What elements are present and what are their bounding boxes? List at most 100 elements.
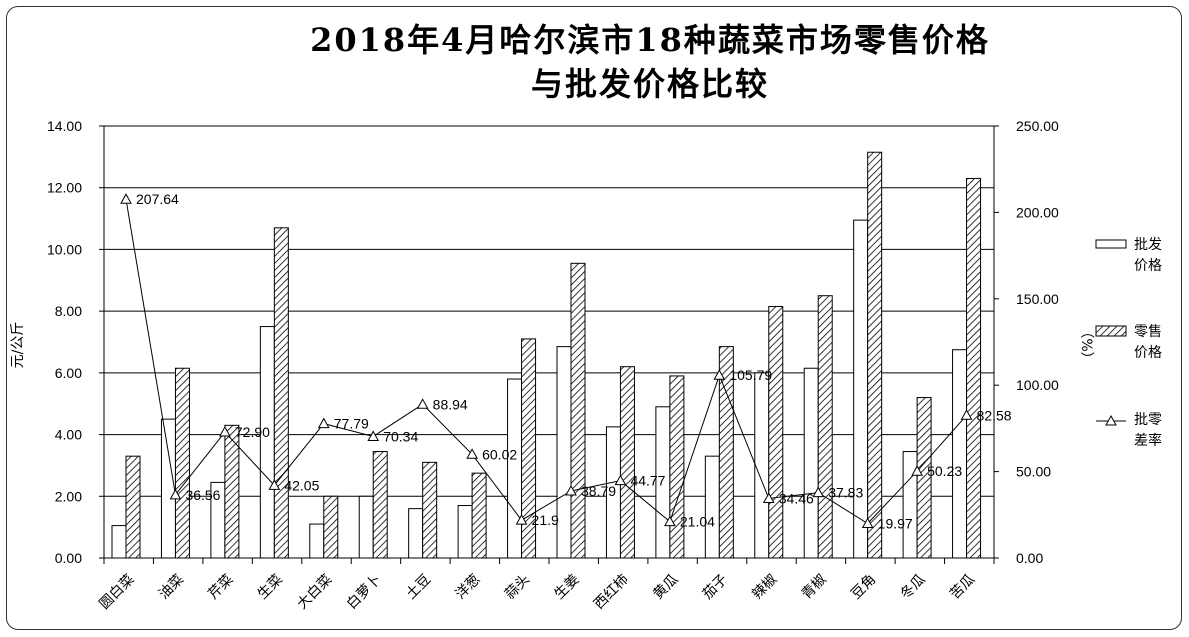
bar-wholesale [704, 455, 720, 559]
x-tick-label: 豆角 [848, 572, 879, 603]
x-tick-label: 油菜 [156, 572, 187, 603]
legend-label-wholesale: 价格 [1134, 258, 1162, 274]
x-tick-label: 辣椒 [749, 572, 780, 603]
bar-retail [619, 366, 635, 559]
bar-wholesale [408, 508, 424, 559]
legend-label-retail: 零售 [1134, 324, 1162, 340]
line-point [120, 193, 132, 204]
y-tick-label: 10.00 [47, 241, 82, 257]
bar-wholesale [358, 495, 374, 559]
y-axis-title: 元/公斤 [10, 322, 26, 369]
data-label: 19.97 [878, 515, 913, 531]
y2-tick-label: 50.00 [1016, 464, 1051, 480]
bar-wholesale [902, 451, 918, 559]
x-tick-label: 黄瓜 [650, 571, 682, 603]
legend-label-rate: 差率 [1134, 432, 1162, 449]
data-label: 37.83 [828, 485, 863, 501]
line-point [664, 515, 676, 527]
chart-title-line-2: 与批发价格比较 [530, 65, 769, 103]
data-label: 105.79 [729, 367, 772, 383]
y-tick-label: 4.00 [55, 427, 82, 443]
data-label: 21.9 [532, 512, 559, 528]
x-tick-label: 青椒 [799, 572, 830, 603]
bar-wholesale [556, 346, 572, 559]
line-markup-rate [125, 199, 967, 525]
y-tick-label: 8.00 [55, 303, 82, 319]
y-tick-label: 14.00 [47, 118, 82, 134]
chart-title-line-1: 2018年4月哈尔滨市18种蔬菜市场零售价格 [310, 21, 990, 59]
data-label: 82.58 [977, 407, 1012, 423]
chart-title: 2018年4月哈尔滨市18种蔬菜市场零售价格 与批发价格比较 [200, 18, 1100, 106]
y2-tick-label: 150.00 [1016, 291, 1059, 307]
x-tick-label: 大白菜 [294, 572, 335, 613]
data-label: 77.79 [334, 416, 369, 432]
data-label: 207.64 [136, 191, 179, 207]
x-tick-label: 冬瓜 [898, 572, 929, 603]
bar-wholesale [259, 326, 275, 559]
data-label: 70.34 [383, 428, 418, 444]
bar-wholesale [853, 219, 869, 559]
x-tick-label: 苦瓜 [947, 572, 978, 603]
bar-retail [817, 295, 833, 559]
data-label: 88.94 [433, 396, 468, 412]
legend-swatch-rate-marker [1105, 414, 1117, 426]
x-tick-label: 西红柿 [590, 571, 632, 613]
bar-retail [273, 227, 289, 559]
line-point [960, 409, 973, 420]
line-point [861, 517, 874, 528]
bar-retail [323, 495, 339, 559]
bar-wholesale [754, 372, 770, 559]
data-label: 50.23 [927, 463, 962, 479]
bar-retail [669, 375, 685, 559]
line-point [367, 430, 380, 441]
line-point [713, 369, 726, 380]
line-point [911, 465, 923, 476]
line-point [614, 474, 627, 486]
data-label: 21.04 [680, 514, 715, 530]
x-tick-label: 土豆 [403, 572, 434, 603]
line-point [219, 425, 231, 437]
x-tick-label: 芹菜 [205, 572, 236, 603]
bar-wholesale [952, 349, 968, 559]
x-tick-label: 生菜 [255, 572, 286, 603]
y2-tick-label: 250.00 [1016, 118, 1059, 134]
data-label: 44.77 [630, 473, 665, 489]
x-tick-label: 白萝卜 [344, 572, 385, 613]
bar-retail [422, 461, 438, 559]
x-tick-label: 洋葱 [453, 572, 484, 603]
data-label: 38.79 [581, 483, 616, 499]
line-point [565, 484, 577, 496]
y-tick-label: 0.00 [55, 550, 82, 566]
bar-retail [125, 455, 141, 559]
legend-swatch-retail [1095, 325, 1127, 337]
data-label: 42.05 [284, 477, 319, 493]
data-label: 36.56 [185, 487, 220, 503]
line-point [515, 514, 528, 525]
x-tick-label: 圆白菜 [97, 572, 138, 613]
bar-wholesale [507, 378, 523, 559]
data-label: 34.46 [779, 490, 814, 506]
bar-retail [570, 262, 586, 559]
line-point [169, 488, 182, 500]
chart-frame [6, 6, 1182, 630]
line-point [812, 486, 825, 498]
line-point [317, 417, 330, 429]
y-tick-label: 6.00 [55, 365, 82, 381]
x-tick-label: 蒜头 [502, 572, 533, 603]
bar-retail [768, 306, 784, 559]
line-point [762, 492, 775, 503]
bar-wholesale [309, 523, 325, 559]
bar-wholesale [160, 418, 176, 559]
x-tick-label: 茄子 [699, 571, 731, 603]
legend-swatch-wholesale [1095, 239, 1127, 249]
line-point [416, 398, 429, 409]
line-point [268, 479, 281, 490]
bar-retail [174, 367, 190, 559]
y2-tick-label: 0.00 [1016, 550, 1043, 566]
axes [99, 125, 999, 564]
y-tick-label: 2.00 [55, 488, 82, 504]
bar-wholesale [803, 367, 819, 559]
bar-retail [966, 177, 982, 559]
